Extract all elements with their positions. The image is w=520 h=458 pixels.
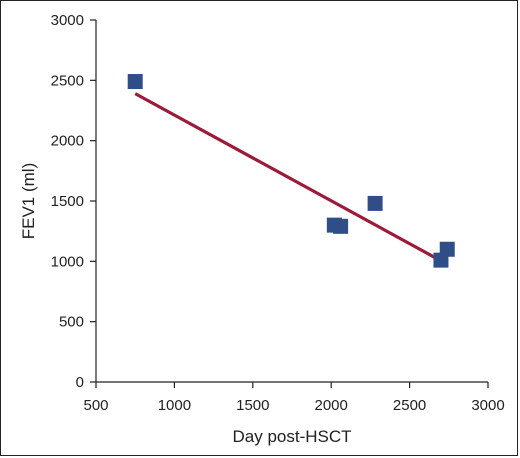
data-point	[367, 195, 383, 211]
axes: 0 500 1000 1500 2000 2500 3000 500 1000 1500 2000 2…	[51, 12, 505, 414]
y-tick-label: 0	[76, 374, 84, 391]
x-tick-label: 500	[83, 397, 108, 414]
x-axis-title: Day post-HSCT	[232, 427, 351, 446]
y-tick-label: 1000	[51, 253, 84, 270]
x-tick-label: 1000	[158, 397, 191, 414]
y-tick-label: 2000	[51, 133, 84, 150]
data-point	[333, 218, 349, 234]
x-tick-label: 2000	[315, 397, 348, 414]
data-points	[127, 74, 455, 268]
x-tick-label: 2500	[393, 397, 426, 414]
x-tick-label: 3000	[471, 397, 504, 414]
y-tick-label: 500	[59, 314, 84, 331]
y-tick-label: 2500	[51, 72, 84, 89]
y-tick-label: 3000	[51, 12, 84, 29]
data-point	[127, 74, 143, 90]
x-tick-label: 1500	[236, 397, 269, 414]
trendline-group	[134, 92, 445, 264]
trendline	[134, 92, 445, 264]
y-axis-title: FEV1 (ml)	[19, 163, 38, 240]
data-point	[439, 241, 455, 257]
y-tick-label: 1500	[51, 193, 84, 210]
